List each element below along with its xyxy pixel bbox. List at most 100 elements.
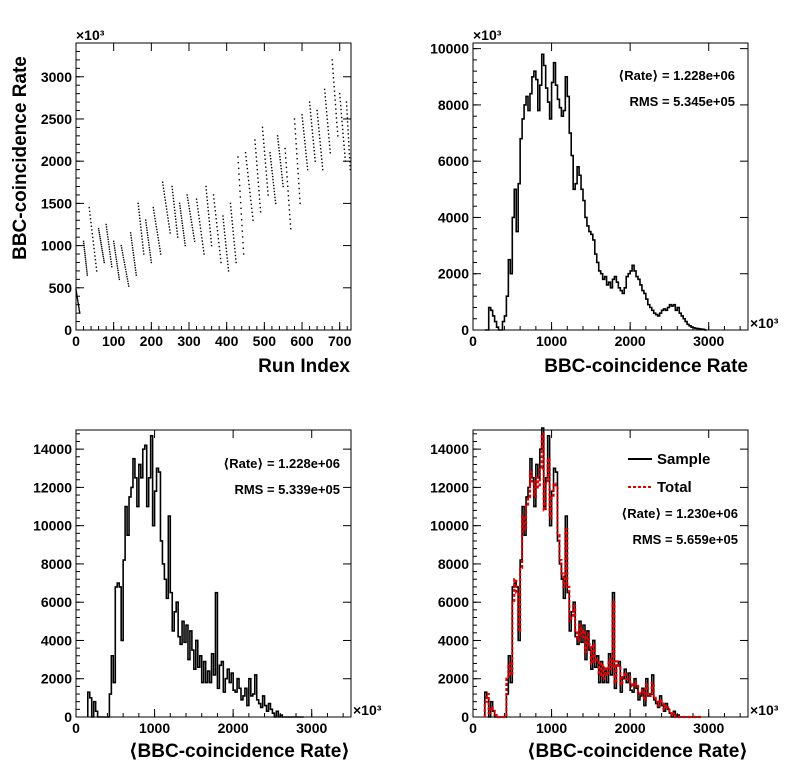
y-tick-label: 8000 — [438, 97, 469, 113]
data-point — [187, 199, 189, 202]
xlabel: ⟨BBC-coincidence Rate⟩ — [527, 741, 748, 762]
data-point — [102, 255, 104, 258]
x-tick-label: 3000 — [693, 720, 724, 736]
data-point — [149, 254, 152, 256]
stat-rms: RMS = 5.659e+05 — [632, 532, 738, 547]
y-tick-label: 6000 — [438, 153, 469, 169]
data-point — [239, 201, 242, 204]
data-point — [78, 311, 81, 313]
data-point — [348, 157, 351, 159]
data-point — [148, 249, 151, 251]
data-point — [90, 225, 93, 227]
data-point — [96, 270, 98, 272]
data-point — [162, 184, 164, 186]
data-point — [208, 224, 211, 226]
data-point — [146, 229, 148, 231]
data-point — [199, 224, 201, 226]
data-point — [141, 241, 144, 243]
data-point — [77, 305, 80, 307]
data-point — [77, 304, 80, 306]
data-point — [140, 232, 143, 234]
data-point — [131, 242, 133, 244]
data-point — [349, 164, 351, 167]
data-point — [171, 188, 174, 191]
data-point — [101, 249, 103, 252]
data-point — [121, 252, 124, 254]
data-point — [172, 191, 174, 194]
data-point — [239, 190, 241, 192]
histogram-series — [86, 434, 304, 718]
data-point — [286, 176, 288, 178]
data-point — [168, 223, 170, 225]
data-point — [152, 206, 154, 209]
data-point — [241, 224, 243, 227]
x-tick-label: 2000 — [218, 720, 249, 736]
data-point — [289, 218, 291, 220]
data-point — [303, 136, 306, 139]
data-point — [343, 152, 346, 154]
data-point — [318, 127, 320, 129]
data-point — [264, 162, 267, 164]
data-point — [324, 92, 326, 94]
data-point — [103, 261, 105, 264]
x-tick-label: 1000 — [536, 720, 567, 736]
data-point — [298, 187, 300, 190]
data-point — [340, 108, 342, 111]
data-point — [348, 153, 351, 155]
data-point — [91, 232, 93, 235]
data-point — [209, 234, 212, 236]
data-point — [101, 247, 103, 250]
data-point — [305, 156, 308, 158]
data-point — [293, 118, 296, 120]
data-point — [349, 160, 351, 163]
data-point — [287, 194, 290, 197]
data-point — [301, 120, 304, 122]
data-point — [340, 112, 343, 115]
data-point — [314, 160, 316, 162]
data-point — [255, 156, 257, 158]
data-point — [164, 199, 167, 201]
data-point — [222, 221, 225, 224]
data-point — [298, 192, 301, 195]
data-point — [146, 231, 149, 234]
data-point — [207, 213, 210, 216]
data-point — [309, 108, 311, 110]
data-point — [134, 266, 136, 269]
data-point — [323, 88, 326, 91]
data-point — [163, 193, 166, 195]
data-point — [139, 223, 142, 225]
data-point — [229, 202, 232, 205]
stat-mean: ⟨Rate⟩ = 1.230e+06 — [621, 506, 738, 521]
x-tick-label: 3000 — [296, 720, 327, 736]
data-point — [269, 152, 271, 154]
data-point — [312, 139, 314, 142]
data-point — [282, 185, 284, 188]
data-point — [149, 256, 152, 259]
x-tick-label: 200 — [140, 333, 164, 349]
data-point — [92, 236, 94, 239]
data-point — [88, 210, 91, 213]
data-point — [271, 172, 274, 175]
data-point — [89, 214, 91, 216]
data-point — [259, 206, 261, 209]
ylabel: BBC-coincidence Rate — [10, 56, 31, 260]
data-point — [110, 261, 112, 263]
data-point — [273, 187, 275, 190]
data-point — [270, 166, 273, 169]
y-tick-label: 12000 — [33, 479, 72, 495]
data-point — [127, 283, 129, 285]
data-point — [106, 233, 109, 236]
data-point — [328, 140, 330, 143]
x-tick-label: 0 — [72, 720, 80, 736]
y-tick-label: 500 — [49, 280, 73, 296]
data-point — [224, 241, 227, 243]
data-point — [302, 126, 305, 129]
data-point — [223, 228, 225, 230]
data-point — [226, 257, 228, 259]
data-point — [344, 160, 347, 162]
ticks-layer: 0 1000 2000 3000 0 2000 4000 6000 8000 10000 12000… — [33, 430, 351, 736]
data-point — [176, 230, 178, 232]
data-point — [138, 211, 140, 214]
data-point — [328, 137, 330, 139]
data-point — [99, 235, 101, 238]
